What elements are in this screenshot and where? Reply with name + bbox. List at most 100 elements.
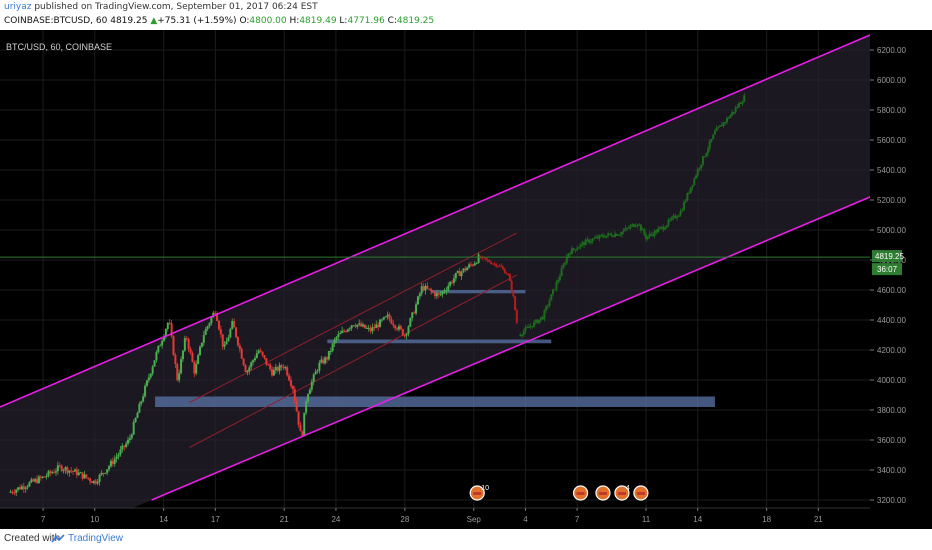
candle bbox=[255, 353, 258, 359]
projection-up-candle bbox=[734, 107, 737, 112]
projection-up-candle bbox=[717, 126, 720, 129]
projection-up-candle bbox=[665, 225, 668, 228]
candle bbox=[248, 367, 251, 372]
candle bbox=[70, 470, 73, 472]
inner-channel-line bbox=[189, 232, 518, 403]
projection-up-candle bbox=[564, 263, 567, 265]
projection-up-candle bbox=[567, 253, 570, 257]
candle bbox=[337, 334, 340, 338]
candle bbox=[354, 325, 357, 327]
candle bbox=[92, 480, 95, 484]
projection-up-candle bbox=[541, 317, 544, 320]
channel-lines[interactable] bbox=[0, 34, 871, 501]
projection-up-candle bbox=[669, 219, 672, 221]
candle bbox=[289, 380, 292, 386]
projection-down-candle bbox=[512, 291, 515, 297]
candle bbox=[272, 370, 275, 376]
projection-up-candle bbox=[526, 326, 529, 328]
projection-up-candle bbox=[624, 228, 627, 231]
high-label: H: bbox=[289, 16, 300, 26]
candle bbox=[307, 394, 310, 402]
candle bbox=[382, 317, 385, 320]
projection-up-candle bbox=[576, 248, 579, 251]
price-tick-label: 3600.00 bbox=[877, 436, 906, 445]
candle bbox=[216, 313, 219, 321]
candle bbox=[282, 367, 285, 369]
projection-down-candle bbox=[495, 263, 498, 267]
candle bbox=[53, 472, 56, 474]
projection-up-candle bbox=[677, 215, 680, 218]
projection bbox=[479, 92, 746, 339]
projection-up-candle bbox=[620, 231, 623, 235]
candle bbox=[9, 491, 12, 493]
candle bbox=[274, 367, 277, 371]
support-zone[interactable] bbox=[430, 290, 526, 294]
time-tick-label: 17 bbox=[211, 515, 220, 524]
projection-up-candle bbox=[682, 202, 685, 211]
event-marker[interactable] bbox=[595, 485, 611, 501]
projection-up-candle bbox=[617, 234, 620, 236]
projection-up-candle bbox=[545, 306, 548, 311]
time-axis[interactable]: 7 10 14 17 21 24 28 Sep 4 7 11 14 18 21 bbox=[0, 507, 870, 529]
event-marker[interactable] bbox=[572, 485, 589, 501]
candle bbox=[473, 263, 476, 266]
event-marker[interactable]: 4 bbox=[614, 485, 630, 501]
candle bbox=[434, 292, 436, 297]
projection-up-candle bbox=[708, 141, 711, 149]
support-zone[interactable] bbox=[327, 339, 552, 344]
projection-up-candle bbox=[593, 238, 596, 240]
projection-up-candle bbox=[557, 279, 560, 282]
projection-up-candle bbox=[636, 224, 639, 226]
candle bbox=[144, 385, 147, 397]
support-zone[interactable] bbox=[155, 396, 715, 408]
price-axis[interactable]: 3200.00 3400.00 3600.00 3800.00 4000.00 4200.… bbox=[870, 30, 932, 529]
event-markers[interactable]: 10 4 bbox=[469, 485, 649, 501]
author-link[interactable]: uriyaz bbox=[4, 2, 32, 12]
chart-header: uriyaz published on TradingView.com, Sep… bbox=[0, 0, 932, 30]
lower-channel-line[interactable] bbox=[151, 196, 871, 501]
candle bbox=[36, 479, 39, 483]
projection-up-candle bbox=[555, 281, 558, 290]
projection-up-candle bbox=[579, 244, 582, 248]
tradingview-brand-link[interactable]: TradingView bbox=[68, 533, 124, 544]
projection-up-candle bbox=[558, 276, 561, 280]
projection-down-candle bbox=[515, 310, 518, 323]
candle bbox=[83, 474, 86, 479]
price-chart[interactable]: 10 4 BTC/USD, 60, COINBASE 3200.00 3400.00… bbox=[0, 30, 932, 550]
projection-up-candle bbox=[610, 234, 613, 237]
event-marker[interactable]: 10 bbox=[469, 485, 489, 501]
candle bbox=[153, 360, 156, 367]
candle bbox=[443, 291, 446, 293]
candle bbox=[452, 278, 455, 283]
candle bbox=[426, 285, 429, 289]
candle bbox=[365, 328, 368, 330]
price-tick-label: 3200.00 bbox=[877, 496, 906, 505]
projection-up-candle bbox=[700, 164, 703, 169]
candle bbox=[217, 320, 220, 330]
candle bbox=[164, 329, 167, 337]
price-tick-label: 5800.00 bbox=[877, 106, 906, 115]
projection-up-candle bbox=[586, 239, 589, 241]
candle bbox=[324, 357, 327, 364]
symbol-line: COINBASE:BTCUSD, 60 4819.25 ▲+75.31 (+1.… bbox=[4, 16, 434, 26]
candle bbox=[267, 364, 270, 366]
projection-up-candle bbox=[681, 210, 684, 212]
candle bbox=[17, 487, 20, 490]
candle bbox=[136, 412, 139, 418]
time-tick-label: 24 bbox=[331, 515, 340, 524]
candle bbox=[200, 342, 203, 347]
chart-area[interactable]: 10 4 BTC/USD, 60, COINBASE 3200.00 3400.00… bbox=[0, 30, 932, 550]
projection-up-candle bbox=[715, 128, 718, 132]
candle bbox=[20, 486, 23, 490]
candle bbox=[430, 289, 433, 292]
candle bbox=[108, 466, 111, 470]
candle bbox=[24, 487, 27, 489]
candle bbox=[246, 371, 249, 373]
projection-up-candle bbox=[670, 217, 673, 220]
upper-channel-line[interactable] bbox=[0, 34, 871, 408]
event-marker[interactable] bbox=[633, 485, 649, 501]
candle bbox=[447, 285, 450, 291]
projection-up-candle bbox=[707, 148, 710, 154]
candle bbox=[462, 268, 465, 272]
candle bbox=[312, 374, 315, 382]
